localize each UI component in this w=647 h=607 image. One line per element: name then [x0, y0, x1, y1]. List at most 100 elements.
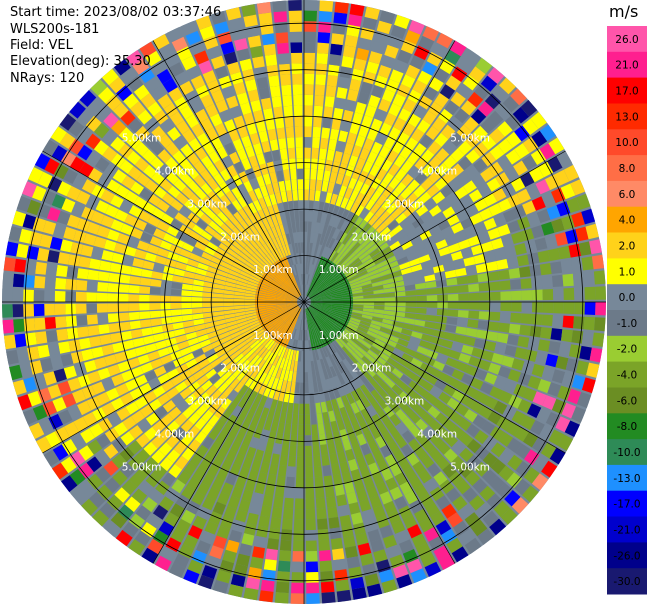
ray-gate — [125, 379, 139, 392]
ray-gate — [532, 302, 543, 313]
ray-gate — [566, 197, 581, 214]
ray-gate — [433, 212, 447, 224]
ray-gate — [265, 118, 276, 131]
ray-gate — [283, 313, 292, 322]
ray-gate — [434, 322, 447, 331]
ray-gate — [160, 546, 177, 562]
ray-gate — [170, 296, 182, 302]
ray-gate — [561, 402, 577, 419]
ray-gate — [350, 337, 361, 346]
ray-gate — [319, 289, 330, 295]
ray-gate — [114, 242, 127, 254]
ray-gate — [316, 313, 325, 322]
ray-gate — [405, 296, 417, 302]
ray-gate — [8, 226, 22, 242]
ray-gate — [284, 267, 292, 278]
ray-gate — [443, 262, 455, 271]
ray-gate — [265, 54, 278, 67]
ray-gate — [207, 190, 220, 203]
ray-gate — [354, 349, 364, 359]
ray-gate — [187, 525, 203, 540]
ray-gate — [191, 247, 204, 257]
ray-gate — [563, 287, 575, 300]
ray-gate — [235, 476, 247, 489]
ray-gate — [220, 423, 232, 436]
ray-gate — [357, 542, 372, 556]
ray-gate — [272, 0, 287, 13]
ray-gate — [522, 387, 537, 402]
ray-gate — [326, 496, 337, 508]
ray-gate — [425, 374, 438, 386]
ray-gate — [281, 284, 291, 292]
ray-gate — [134, 249, 147, 260]
ray-gate — [160, 354, 173, 365]
ray-gate — [230, 265, 242, 274]
ray-gate — [212, 306, 224, 312]
ray-gate — [403, 278, 415, 286]
ray-gate — [426, 51, 443, 67]
ray-gate — [329, 128, 340, 141]
ray-gate — [28, 167, 44, 184]
ray-gate — [42, 220, 57, 235]
ray-gate — [456, 171, 471, 186]
ray-gate — [276, 127, 286, 139]
ray-gate — [520, 278, 532, 289]
ray-gate — [128, 311, 140, 321]
ray-gate — [301, 319, 304, 330]
ray-gate — [282, 508, 294, 520]
ray-gate — [511, 358, 525, 371]
ray-gate — [95, 450, 111, 466]
ray-gate — [267, 228, 275, 240]
colorbar-bin — [607, 439, 647, 466]
ray-gate — [293, 200, 299, 212]
ray-gate — [201, 363, 214, 375]
ray-gate — [314, 95, 324, 107]
ray-gate — [200, 182, 213, 195]
ray-gate — [306, 593, 320, 604]
ray-gate — [310, 294, 320, 300]
ray-gate — [422, 26, 439, 42]
ray-gate — [386, 150, 399, 163]
ray-gate — [175, 518, 191, 534]
ray-gate — [77, 400, 92, 416]
ray-gate — [296, 285, 302, 296]
ray-gate — [390, 24, 407, 39]
ray-gate — [572, 272, 585, 286]
ray-gate — [451, 200, 465, 213]
ray-gate — [203, 317, 215, 324]
ray-gate — [317, 312, 327, 320]
ray-gate — [191, 297, 203, 302]
ray-gate — [111, 437, 127, 453]
ray-gate — [383, 283, 394, 289]
ray-gate — [493, 400, 508, 415]
ray-gate — [311, 147, 319, 159]
ray-gate — [389, 486, 403, 501]
ray-gate — [238, 251, 250, 261]
ray-gate — [558, 342, 572, 357]
ray-gate — [328, 410, 336, 422]
ray-gate — [322, 357, 330, 369]
ray-gate — [496, 482, 513, 500]
ray-gate — [331, 353, 340, 365]
ray-gate — [307, 274, 311, 286]
ray-gate — [147, 538, 164, 555]
ray-gate — [237, 320, 249, 328]
ray-gate — [313, 360, 319, 372]
ray-gate — [319, 257, 326, 268]
ray-gate — [129, 387, 143, 401]
ray-gate — [135, 125, 150, 141]
ray-gate — [293, 530, 304, 541]
ray-gate — [231, 187, 242, 199]
ray-gate — [263, 108, 274, 120]
ray-gate — [165, 206, 179, 218]
ray-gate — [297, 179, 304, 190]
ray-gate — [376, 334, 388, 343]
ray-gate — [78, 462, 94, 479]
ray-gate — [247, 365, 257, 376]
ray-gate — [547, 248, 561, 262]
ray-gate — [63, 226, 77, 241]
ray-gate — [272, 278, 283, 286]
ray-gate — [315, 266, 322, 277]
ray-gate — [129, 275, 141, 285]
ray-gate — [281, 518, 293, 530]
